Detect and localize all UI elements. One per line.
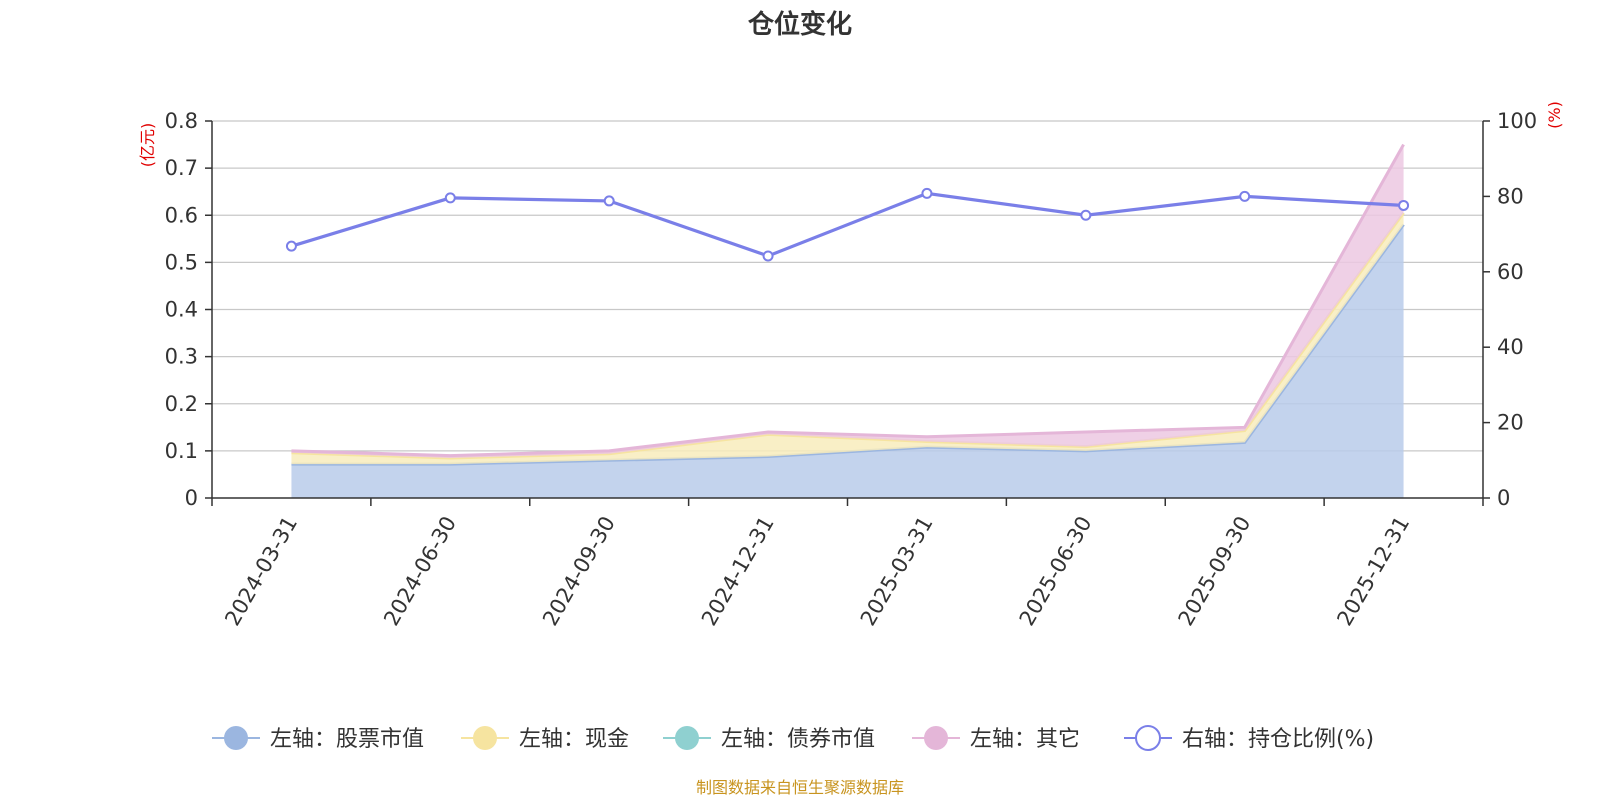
chart-title: 仓位变化 (747, 9, 852, 40)
ratio-point (762, 250, 774, 262)
left-tick-label: 0.6 (165, 203, 198, 227)
x-tick-label: 2024-06-30 (379, 512, 461, 630)
right-tick-label: 100 (1497, 109, 1537, 133)
area-左轴：股票市值 (291, 224, 1404, 499)
x-tick-label: 2024-03-31 (220, 512, 302, 630)
ratio-point (921, 187, 933, 199)
grid-lines (212, 120, 1483, 452)
right-tick-label: 20 (1497, 411, 1524, 435)
left-tick-label: 0.1 (165, 439, 198, 463)
ratio-point (603, 195, 615, 207)
legend-marker (675, 726, 699, 750)
right-tick-label: 80 (1497, 184, 1524, 208)
legend-label: 左轴：现金 (519, 727, 629, 752)
left-tick-label: 0 (185, 486, 198, 510)
left-tick-label: 0.4 (165, 298, 198, 322)
ratio-point (1398, 199, 1410, 211)
ratio-line-path (290, 191, 1404, 258)
legend-marker (1135, 725, 1161, 751)
area-edge-左轴：其它 (291, 143, 1405, 458)
area-edge-左轴：现金 (291, 212, 1405, 460)
area-左轴：其它 (291, 144, 1404, 458)
ratio-point (1239, 190, 1251, 202)
left-axis-unit: (亿元) (138, 123, 157, 168)
legend-label: 左轴：债券市值 (721, 727, 875, 752)
x-tick-label: 2024-12-31 (697, 512, 779, 630)
x-tick-label: 2024-09-30 (538, 512, 620, 630)
ratio-point (285, 240, 297, 252)
left-tick-label: 0.8 (165, 109, 198, 133)
legend: 左轴：股票市值 左轴：现金 左轴：债券市值 左轴：其它 右轴：持仓比例(%) (212, 725, 1374, 752)
right-tick-label: 40 (1497, 335, 1524, 359)
right-axis-unit: (%) (1545, 101, 1564, 129)
x-tick-label: 2025-12-31 (1332, 512, 1414, 630)
legend-label: 左轴：股票市值 (270, 727, 424, 752)
legend-marker (224, 726, 248, 750)
source-note: 制图数据来自恒生聚源数据库 (696, 778, 904, 797)
ratio-point (1080, 209, 1092, 221)
legend-label: 左轴：其它 (970, 727, 1080, 752)
legend-label: 右轴：持仓比例(%) (1182, 727, 1374, 752)
ratio-point (444, 192, 456, 204)
x-tick-label: 2025-03-31 (856, 512, 938, 630)
right-tick-label: 0 (1497, 486, 1510, 510)
left-tick-label: 0.3 (165, 345, 198, 369)
left-tick-label: 0.7 (165, 156, 198, 180)
holding-ratio-line (285, 187, 1410, 262)
left-tick-label: 0.2 (165, 392, 198, 416)
x-tick-label: 2025-09-30 (1174, 512, 1256, 630)
right-tick-label: 60 (1497, 260, 1524, 284)
legend-marker (473, 726, 497, 750)
x-tick-label: 2025-06-30 (1015, 512, 1097, 630)
stacked-areas (291, 143, 1405, 499)
left-tick-label: 0.5 (165, 250, 198, 274)
legend-marker (924, 726, 948, 750)
